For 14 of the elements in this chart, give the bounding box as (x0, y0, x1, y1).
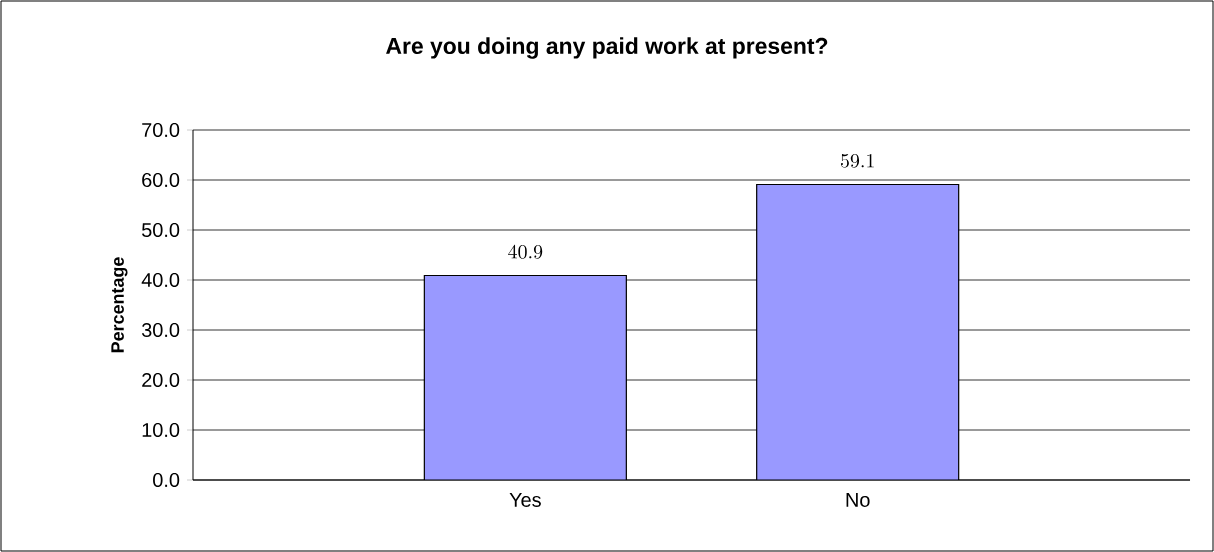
y-tick-label: 0.0 (153, 472, 180, 488)
y-tick-label: 20.0 (142, 372, 180, 388)
x-tick-label: Yes (509, 493, 541, 507)
y-tick-label: 70.0 (142, 122, 180, 138)
y-tick-label: 60.0 (142, 172, 180, 188)
data-label: 40.9 (508, 244, 543, 259)
y-tick-label: 30.0 (141, 322, 180, 338)
chart-title: Are you doing any paid work at present? (386, 37, 828, 59)
data-label: 59. 1 (840, 153, 874, 168)
y-tick-label: 10.0 (142, 422, 180, 438)
y-tick-label: 40.0 (141, 272, 180, 288)
x-tick-label: No (846, 493, 870, 507)
y-axis-title: Percentage (111, 257, 128, 353)
y-tick-label: 50.0 (142, 222, 180, 238)
